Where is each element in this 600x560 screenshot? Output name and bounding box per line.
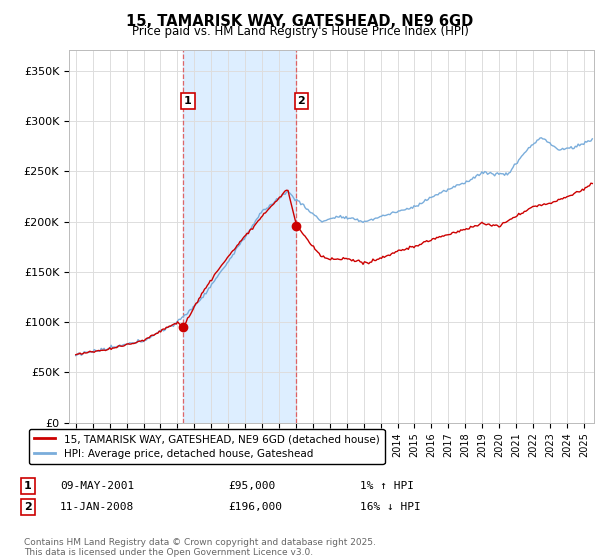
Text: 1: 1 xyxy=(184,96,192,106)
Text: 15, TAMARISK WAY, GATESHEAD, NE9 6GD: 15, TAMARISK WAY, GATESHEAD, NE9 6GD xyxy=(127,14,473,29)
Text: £95,000: £95,000 xyxy=(228,481,275,491)
Text: 1% ↑ HPI: 1% ↑ HPI xyxy=(360,481,414,491)
Text: 2: 2 xyxy=(24,502,32,512)
Legend: 15, TAMARISK WAY, GATESHEAD, NE9 6GD (detached house), HPI: Average price, detac: 15, TAMARISK WAY, GATESHEAD, NE9 6GD (de… xyxy=(29,429,385,464)
Text: 11-JAN-2008: 11-JAN-2008 xyxy=(60,502,134,512)
Text: Contains HM Land Registry data © Crown copyright and database right 2025.
This d: Contains HM Land Registry data © Crown c… xyxy=(24,538,376,557)
Text: Price paid vs. HM Land Registry's House Price Index (HPI): Price paid vs. HM Land Registry's House … xyxy=(131,25,469,38)
Text: 09-MAY-2001: 09-MAY-2001 xyxy=(60,481,134,491)
Text: 2: 2 xyxy=(297,96,305,106)
Bar xyxy=(184,50,296,423)
Text: 1: 1 xyxy=(24,481,32,491)
Text: £196,000: £196,000 xyxy=(228,502,282,512)
Text: 16% ↓ HPI: 16% ↓ HPI xyxy=(360,502,421,512)
